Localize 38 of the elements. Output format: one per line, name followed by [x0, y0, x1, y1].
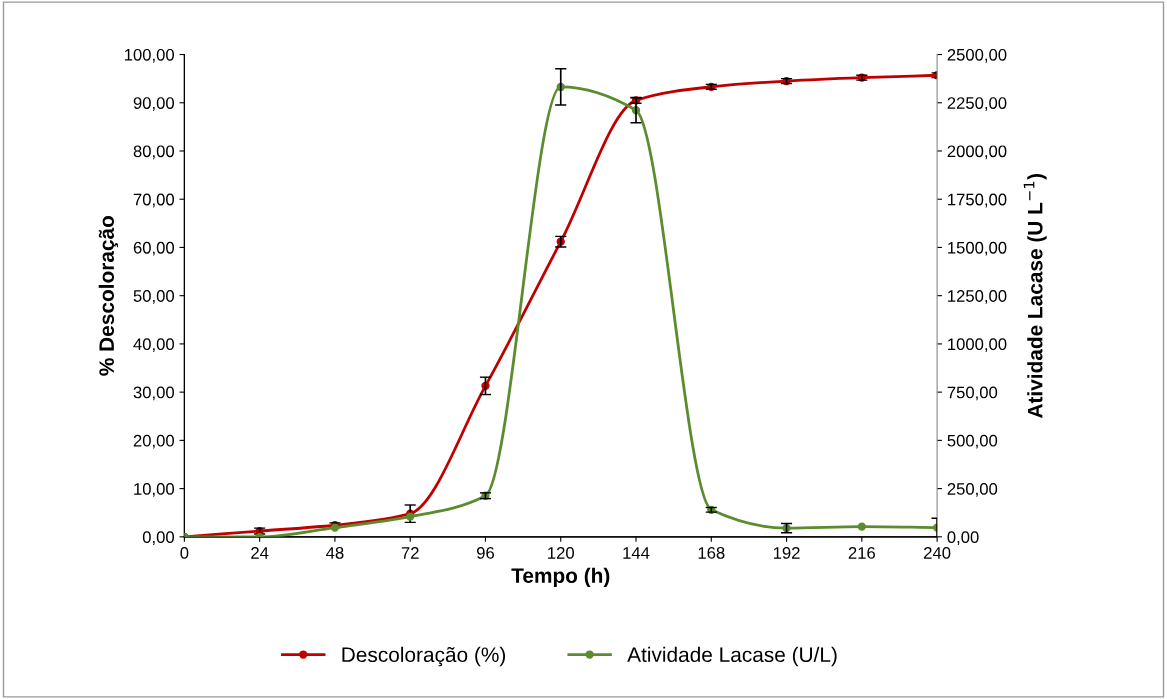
x-tick-label: 48 [326, 546, 344, 559]
y-tick-label: 30,00 [133, 386, 175, 401]
y-tick-label: 50,00 [133, 290, 175, 304]
x-tick-label: 24 [251, 546, 269, 559]
y2-tick-label: 1000,00 [948, 338, 1007, 353]
x-tick-label: 0 [180, 546, 189, 559]
y2-tick-label: 1500,00 [948, 241, 1007, 256]
y-tick-label: 90,00 [133, 97, 175, 111]
y-tick-label: 20,00 [133, 434, 175, 449]
y2-tick-label: 250,00 [947, 483, 998, 497]
y-tick-label: 0,00 [142, 531, 175, 545]
y-tick-label: 70,00 [133, 193, 175, 208]
x-axis-title: Tempo (h) [511, 567, 610, 588]
x-tick-label: 96 [476, 546, 495, 559]
x-tick-label: 240 [924, 546, 951, 559]
y2-tick-label: 1750,00 [948, 193, 1007, 208]
y2-tick-label: 2250,00 [947, 97, 1007, 111]
y2-tick-label: 2000,00 [947, 145, 1007, 160]
y-tick-label: 100,00 [124, 48, 175, 63]
y2-tick-label: 0,00 [947, 531, 979, 545]
y-tick-label: 60,00 [133, 241, 175, 256]
y2-tick-label: 1250,00 [948, 290, 1007, 304]
legend-label: Atividade Lacase (U/L) [627, 646, 837, 667]
x-tick-label: 216 [848, 546, 875, 559]
y-tick-label: 10,00 [134, 483, 175, 497]
y2-tick-label: 750,00 [947, 386, 998, 401]
x-tick-label: 120 [548, 546, 574, 559]
y-tick-label: 80,00 [133, 145, 175, 160]
x-tick-label: 144 [623, 547, 650, 559]
y2-tick-label: 2500,00 [947, 48, 1007, 63]
y2-axis-title: Atividade Lacase (U L$^{−1}$) [1023, 173, 1047, 419]
legend-label: Descoloração (%) [342, 646, 506, 667]
x-tick-label: 72 [401, 546, 419, 559]
x-tick-label: 192 [773, 546, 800, 559]
y-axis-title: % Descoloração [98, 216, 119, 376]
x-tick-label: 168 [698, 546, 725, 559]
y2-tick-label: 500,00 [947, 434, 998, 449]
y-tick-label: 40,00 [133, 338, 175, 353]
